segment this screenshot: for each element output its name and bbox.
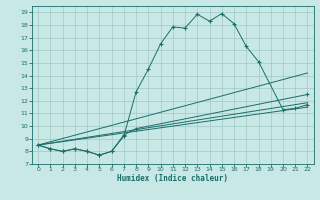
X-axis label: Humidex (Indice chaleur): Humidex (Indice chaleur): [117, 174, 228, 183]
